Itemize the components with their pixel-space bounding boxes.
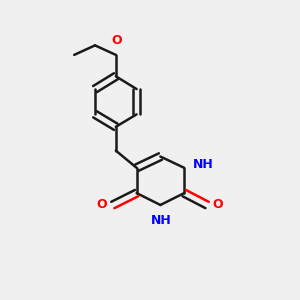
Text: NH: NH <box>151 214 171 227</box>
Text: O: O <box>111 34 122 46</box>
Text: NH: NH <box>193 158 213 171</box>
Text: O: O <box>212 198 223 211</box>
Text: O: O <box>97 198 107 211</box>
